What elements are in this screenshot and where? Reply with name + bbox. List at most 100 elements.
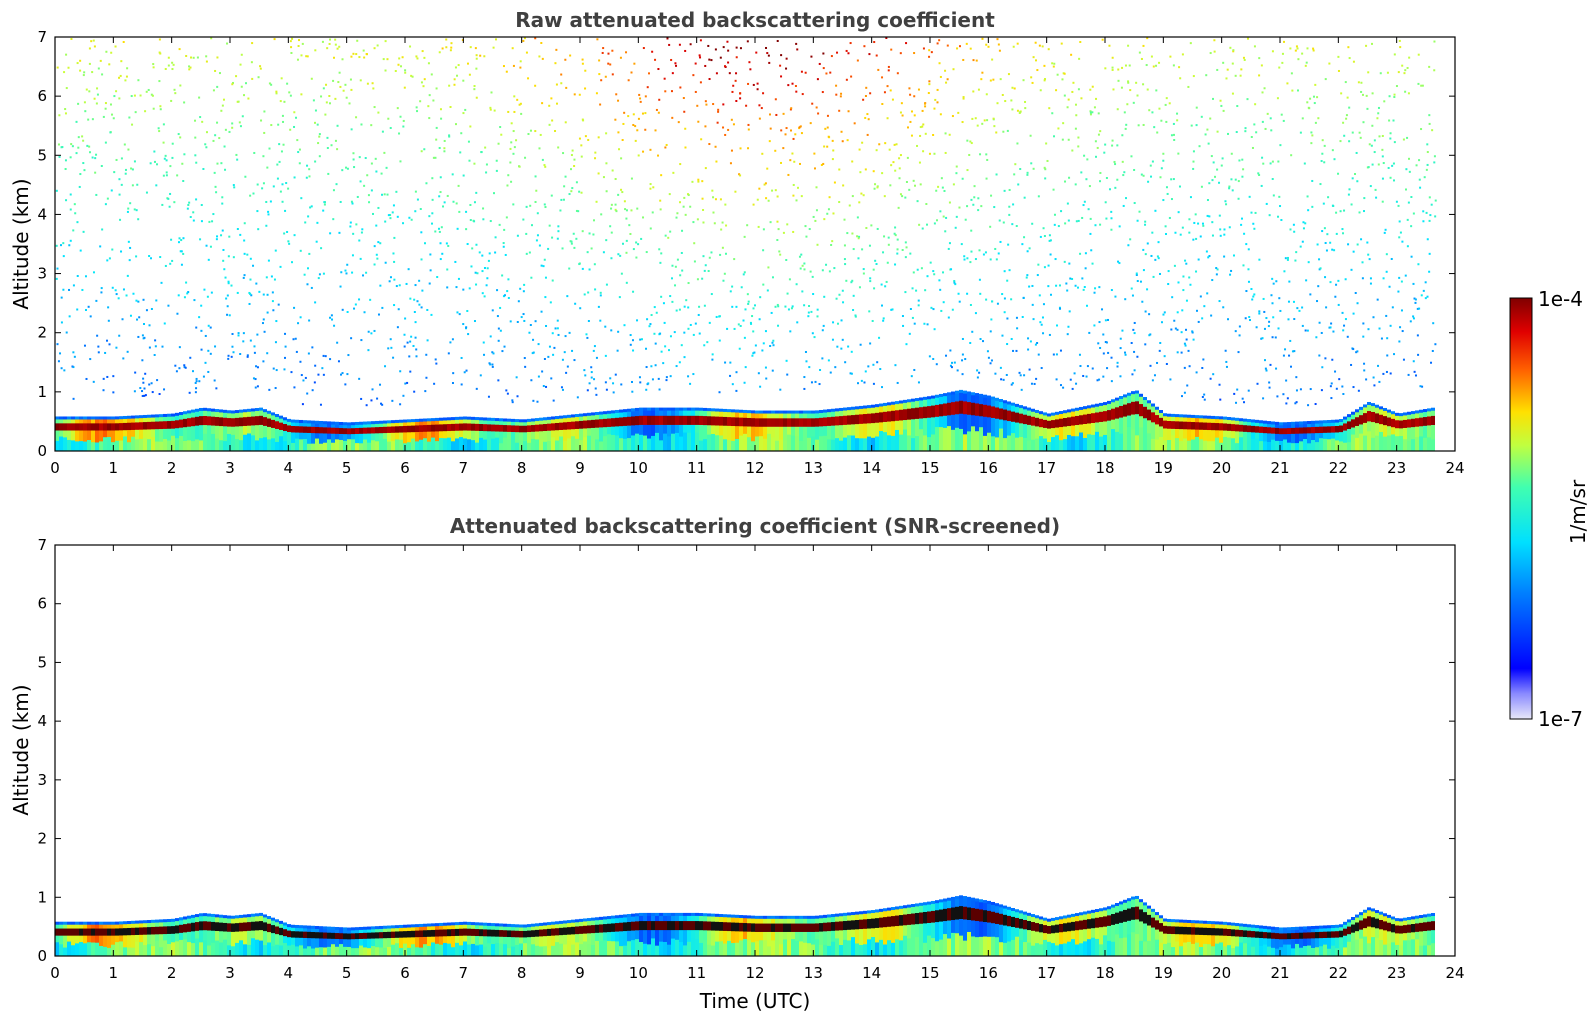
panel-raw-noise-dot (203, 288, 206, 291)
panel-raw-noise-dot (974, 117, 977, 120)
panel-raw-bl-edge (567, 414, 571, 418)
panel-raw-noise-dot (1151, 379, 1154, 382)
panel-raw-noise-dot (184, 366, 187, 369)
panel-raw-noise-dot (338, 71, 341, 74)
panel-raw-noise-dot (550, 97, 553, 100)
panel-raw-surface-cell (235, 439, 239, 451)
panel-raw-noise-dot (872, 170, 875, 173)
panel-raw-bl-top-band (1315, 426, 1319, 434)
panel-raw-bl-top-band (911, 408, 915, 420)
panel-screened-surface-cell (71, 945, 75, 956)
panel-raw-noise-dot (880, 283, 883, 286)
panel-raw-noise-dot (414, 336, 417, 339)
panel-raw-noise-dot (1398, 39, 1401, 42)
panel-raw-surface-cell (1383, 436, 1387, 451)
panel-raw-noise-dot (1044, 177, 1047, 180)
panel-raw-noise-dot (436, 276, 439, 279)
panel-raw-bl-top-band (271, 419, 275, 428)
panel-raw-noise-dot (344, 269, 347, 272)
panel-raw-noise-dot (243, 252, 246, 255)
panel-raw-noise-dot (1098, 321, 1101, 324)
panel-raw-bl-cell (167, 415, 171, 451)
panel-raw-noise-dot (1019, 168, 1022, 171)
panel-raw-noise-dot (1278, 297, 1281, 300)
panel-raw-noise-dot (1031, 284, 1034, 287)
panel-raw-noise-dot (1234, 178, 1237, 181)
panel-raw-noise-dot (1425, 168, 1428, 171)
panel-raw-noise-dot (1182, 275, 1185, 278)
panel-raw-surface-cell (1355, 437, 1359, 451)
panel-raw-noise-dot (944, 132, 947, 135)
panel-raw-noise-dot (939, 288, 942, 291)
panel-raw-noise-dot (167, 64, 170, 67)
panel-raw-noise-dot (1211, 279, 1214, 282)
panel-raw-noise-dot (779, 253, 782, 256)
panel-raw-noise-dot (389, 338, 392, 341)
panel-raw-bl-top-band (691, 415, 695, 425)
panel-raw-noise-dot (300, 197, 303, 200)
panel-raw-noise-dot (420, 81, 423, 84)
panel-raw-noise-dot (679, 274, 682, 277)
panel-raw-noise-dot (462, 174, 465, 177)
panel-raw-bl-cell (443, 419, 447, 451)
panel-raw-noise-dot (864, 94, 867, 97)
panel-raw-noise-dot (1012, 203, 1015, 206)
panel-raw-surface-cell (663, 433, 667, 451)
panel-raw-noise-dot (421, 289, 424, 292)
panel-raw-bl-top-band (887, 411, 891, 422)
panel-raw-noise-dot (1170, 328, 1173, 331)
panel-raw-noise-dot (1367, 253, 1370, 256)
panel-raw-noise-dot (766, 52, 769, 55)
panel-raw-noise-dot (1038, 294, 1041, 297)
panel-raw-noise-dot (1116, 361, 1119, 364)
panel-raw-bl-top-band (839, 416, 843, 426)
panel-raw-bl-cell (1407, 413, 1411, 451)
panel-raw-bl-edge (375, 420, 379, 424)
panel-raw-noise-dot (1253, 227, 1256, 230)
panel-raw-noise-dot (1188, 218, 1191, 221)
panel-raw-noise-dot (1413, 370, 1416, 373)
panel-raw-bl-edge (1275, 421, 1279, 425)
panel-raw-noise-dot (1431, 129, 1434, 132)
panel-raw-bl-cell (963, 392, 967, 451)
panel-raw-noise-dot (368, 201, 371, 204)
panel-raw-bl-cell (1423, 411, 1427, 451)
panel-raw-noise-dot (869, 277, 872, 280)
panel-raw-noise-dot (1318, 258, 1321, 261)
panel-raw-noise-dot (1314, 403, 1317, 406)
panel-raw-bl-top-band (355, 428, 359, 434)
panel-raw-noise-dot (183, 364, 186, 367)
panel-raw-noise-dot (752, 203, 755, 206)
panel-raw-noise-dot (271, 291, 274, 294)
panel-raw-noise-dot (1373, 139, 1376, 142)
panel-raw-bl-top-band (1027, 415, 1031, 425)
panel-raw-bl-edge (315, 420, 319, 424)
panel-raw-noise-dot (307, 352, 310, 355)
panel-raw-noise-dot (1331, 358, 1334, 361)
panel-raw-noise-dot (1089, 232, 1092, 235)
panel-raw-bl-edge (1195, 415, 1199, 419)
panel-raw-bl-top-band (1359, 415, 1363, 425)
panel-raw-noise-dot (315, 240, 318, 243)
panel-raw-noise-dot (1279, 205, 1282, 208)
panel-raw-bl-edge (1403, 412, 1407, 416)
panel-raw-bl-top-band (1147, 409, 1151, 421)
panel-raw-surface-cell (899, 434, 903, 451)
panel-screened-bl-top-band (63, 928, 67, 936)
panel-raw-noise-dot (1287, 300, 1290, 303)
panel-raw-noise-dot (627, 115, 630, 118)
panel-raw-noise-dot (60, 244, 63, 247)
panel-raw-noise-dot (1292, 300, 1295, 303)
panel-raw-noise-dot (1030, 162, 1033, 165)
panel-raw-bl-cell (471, 418, 475, 451)
panel-raw-noise-dot (1398, 340, 1401, 343)
panel-raw-noise-dot (1052, 65, 1055, 68)
panel-raw-noise-dot (354, 303, 357, 306)
panel-raw-noise-dot (739, 147, 742, 150)
panel-raw-noise-dot (1029, 134, 1032, 137)
panel-raw-noise-dot (249, 339, 252, 342)
panel-raw-noise-dot (807, 315, 810, 318)
panel-raw-noise-dot (282, 143, 285, 146)
panel-raw-noise-dot (1173, 138, 1176, 141)
panel-raw-noise-dot (126, 350, 129, 353)
